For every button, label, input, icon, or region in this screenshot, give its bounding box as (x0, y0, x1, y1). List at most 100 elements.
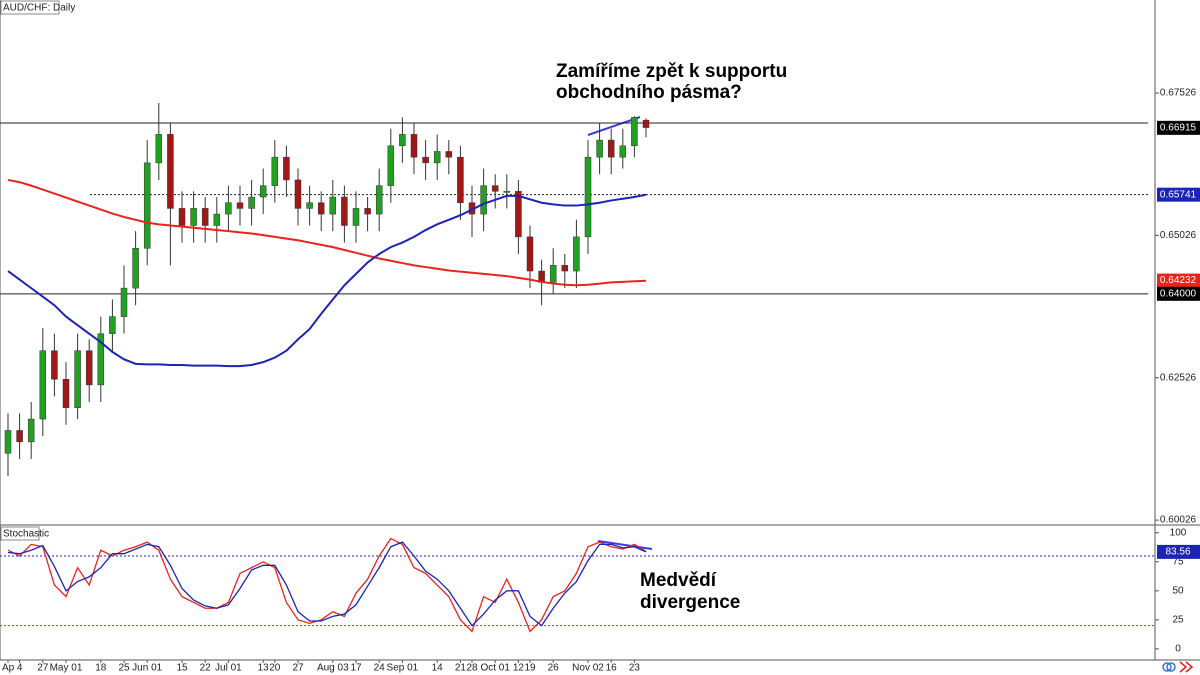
x-tick-label: Aug 03 (317, 663, 349, 674)
y-tick-label: 100 (1170, 527, 1187, 538)
candle-body (631, 117, 638, 147)
candle-body (387, 145, 395, 186)
x-tick-label: Jun 01 (132, 663, 162, 674)
candle-body (283, 156, 290, 181)
x-tick-label: 14 (432, 663, 444, 674)
indicator-line (7, 541, 647, 627)
candle-body (62, 378, 70, 408)
candle-body (619, 145, 627, 158)
price-marker (1157, 286, 1200, 301)
candle-body (306, 202, 313, 209)
annotation: obchodního pásma? (556, 82, 742, 103)
y-tick-label: 25 (1172, 614, 1184, 625)
indicator-line (7, 537, 647, 633)
candle-body (271, 156, 279, 186)
candle-body (526, 236, 534, 272)
y-tick-label: 0 (1175, 643, 1181, 654)
candle-body (642, 119, 650, 128)
candle-body (341, 196, 348, 226)
candle-body (190, 208, 197, 226)
x-tick-label: 25 (118, 663, 130, 674)
indicator-line (7, 178, 647, 287)
price-marker (1157, 187, 1200, 202)
sync-icon[interactable] (1166, 662, 1176, 672)
candle-body (294, 179, 302, 209)
x-tick-label: 15 (176, 663, 188, 674)
x-tick-label: 17 (350, 663, 362, 674)
candle-body (4, 430, 12, 454)
x-tick-label: 23 (629, 663, 641, 674)
x-tick-label: 22 (200, 663, 212, 674)
y-tick-label: 0.67526 (1160, 88, 1197, 99)
candle-body (607, 139, 615, 158)
candle-body (39, 350, 47, 420)
candle-body (85, 350, 93, 386)
candle-body (16, 430, 23, 443)
candle-body (74, 350, 81, 408)
annotation: Zamíříme zpět k supportu (556, 61, 787, 82)
price-marker-label: 0.64232 (1160, 275, 1197, 286)
chart-title: AUD/CHF: Daily (3, 3, 75, 14)
candle-body (236, 202, 244, 209)
x-tick-label: 4 (17, 663, 23, 674)
candle-body (515, 191, 522, 238)
toolbar-icons[interactable] (1162, 661, 1194, 673)
indicator-title: Stochastic (3, 529, 49, 540)
y-tick-label: 0.62526 (1160, 372, 1197, 383)
y-tick-label: 0.60026 (1160, 515, 1197, 526)
candle-body (120, 287, 128, 317)
candle-body (573, 236, 580, 272)
candle-body (491, 185, 499, 192)
price-marker-label: 0.65741 (1160, 189, 1197, 200)
candle-body (457, 156, 464, 203)
candle-body (549, 265, 557, 283)
candle-body (132, 248, 139, 289)
trend-line (597, 540, 653, 550)
x-tick-label: Sep 01 (387, 663, 419, 674)
sync-icon[interactable] (1162, 662, 1172, 672)
candle-body (225, 202, 232, 215)
title-box (0, 0, 60, 15)
x-tick-label: 13 (258, 663, 270, 674)
x-tick-label: 27 (292, 663, 304, 674)
candle-body (503, 191, 511, 193)
x-tick-label: Ap (2, 663, 15, 674)
candle-body (352, 208, 360, 226)
candle-body (596, 139, 603, 158)
candle-body (178, 208, 186, 226)
candle-body (109, 316, 116, 334)
x-tick-label: May 01 (50, 663, 83, 674)
price-marker-label: 0.64000 (1160, 288, 1197, 299)
candle-body (155, 134, 163, 164)
x-tick-label: 19 (524, 663, 536, 674)
x-tick-label: 21 (455, 663, 467, 674)
scroll-icon[interactable] (1179, 661, 1194, 673)
candle-body (561, 265, 569, 272)
x-tick-label: Oct 01 (480, 663, 510, 674)
price-marker (1157, 544, 1200, 559)
candle-body (364, 208, 371, 215)
x-tick-label: 20 (269, 663, 281, 674)
candle-body (317, 202, 325, 215)
candle-body (51, 350, 58, 380)
annotation: Medvědí (640, 570, 717, 591)
x-tick-label: 26 (548, 663, 560, 674)
candle-body (27, 418, 35, 443)
candle-body (433, 151, 441, 164)
x-tick-label: 27 (37, 663, 49, 674)
title-box (0, 526, 40, 541)
x-tick-label: Nov 02 (572, 663, 604, 674)
indicator-line (7, 193, 647, 368)
price-marker-label: 0.66915 (1160, 122, 1197, 133)
candle-body (399, 134, 406, 147)
candle-body (213, 213, 221, 226)
candle-body (248, 196, 255, 209)
candle-body (143, 162, 151, 249)
x-tick-label: 24 (374, 663, 386, 674)
candle-body (97, 333, 105, 386)
candle-body (584, 156, 592, 238)
y-tick-label: 0.65026 (1160, 230, 1197, 241)
y-tick-label: 50 (1172, 585, 1184, 596)
